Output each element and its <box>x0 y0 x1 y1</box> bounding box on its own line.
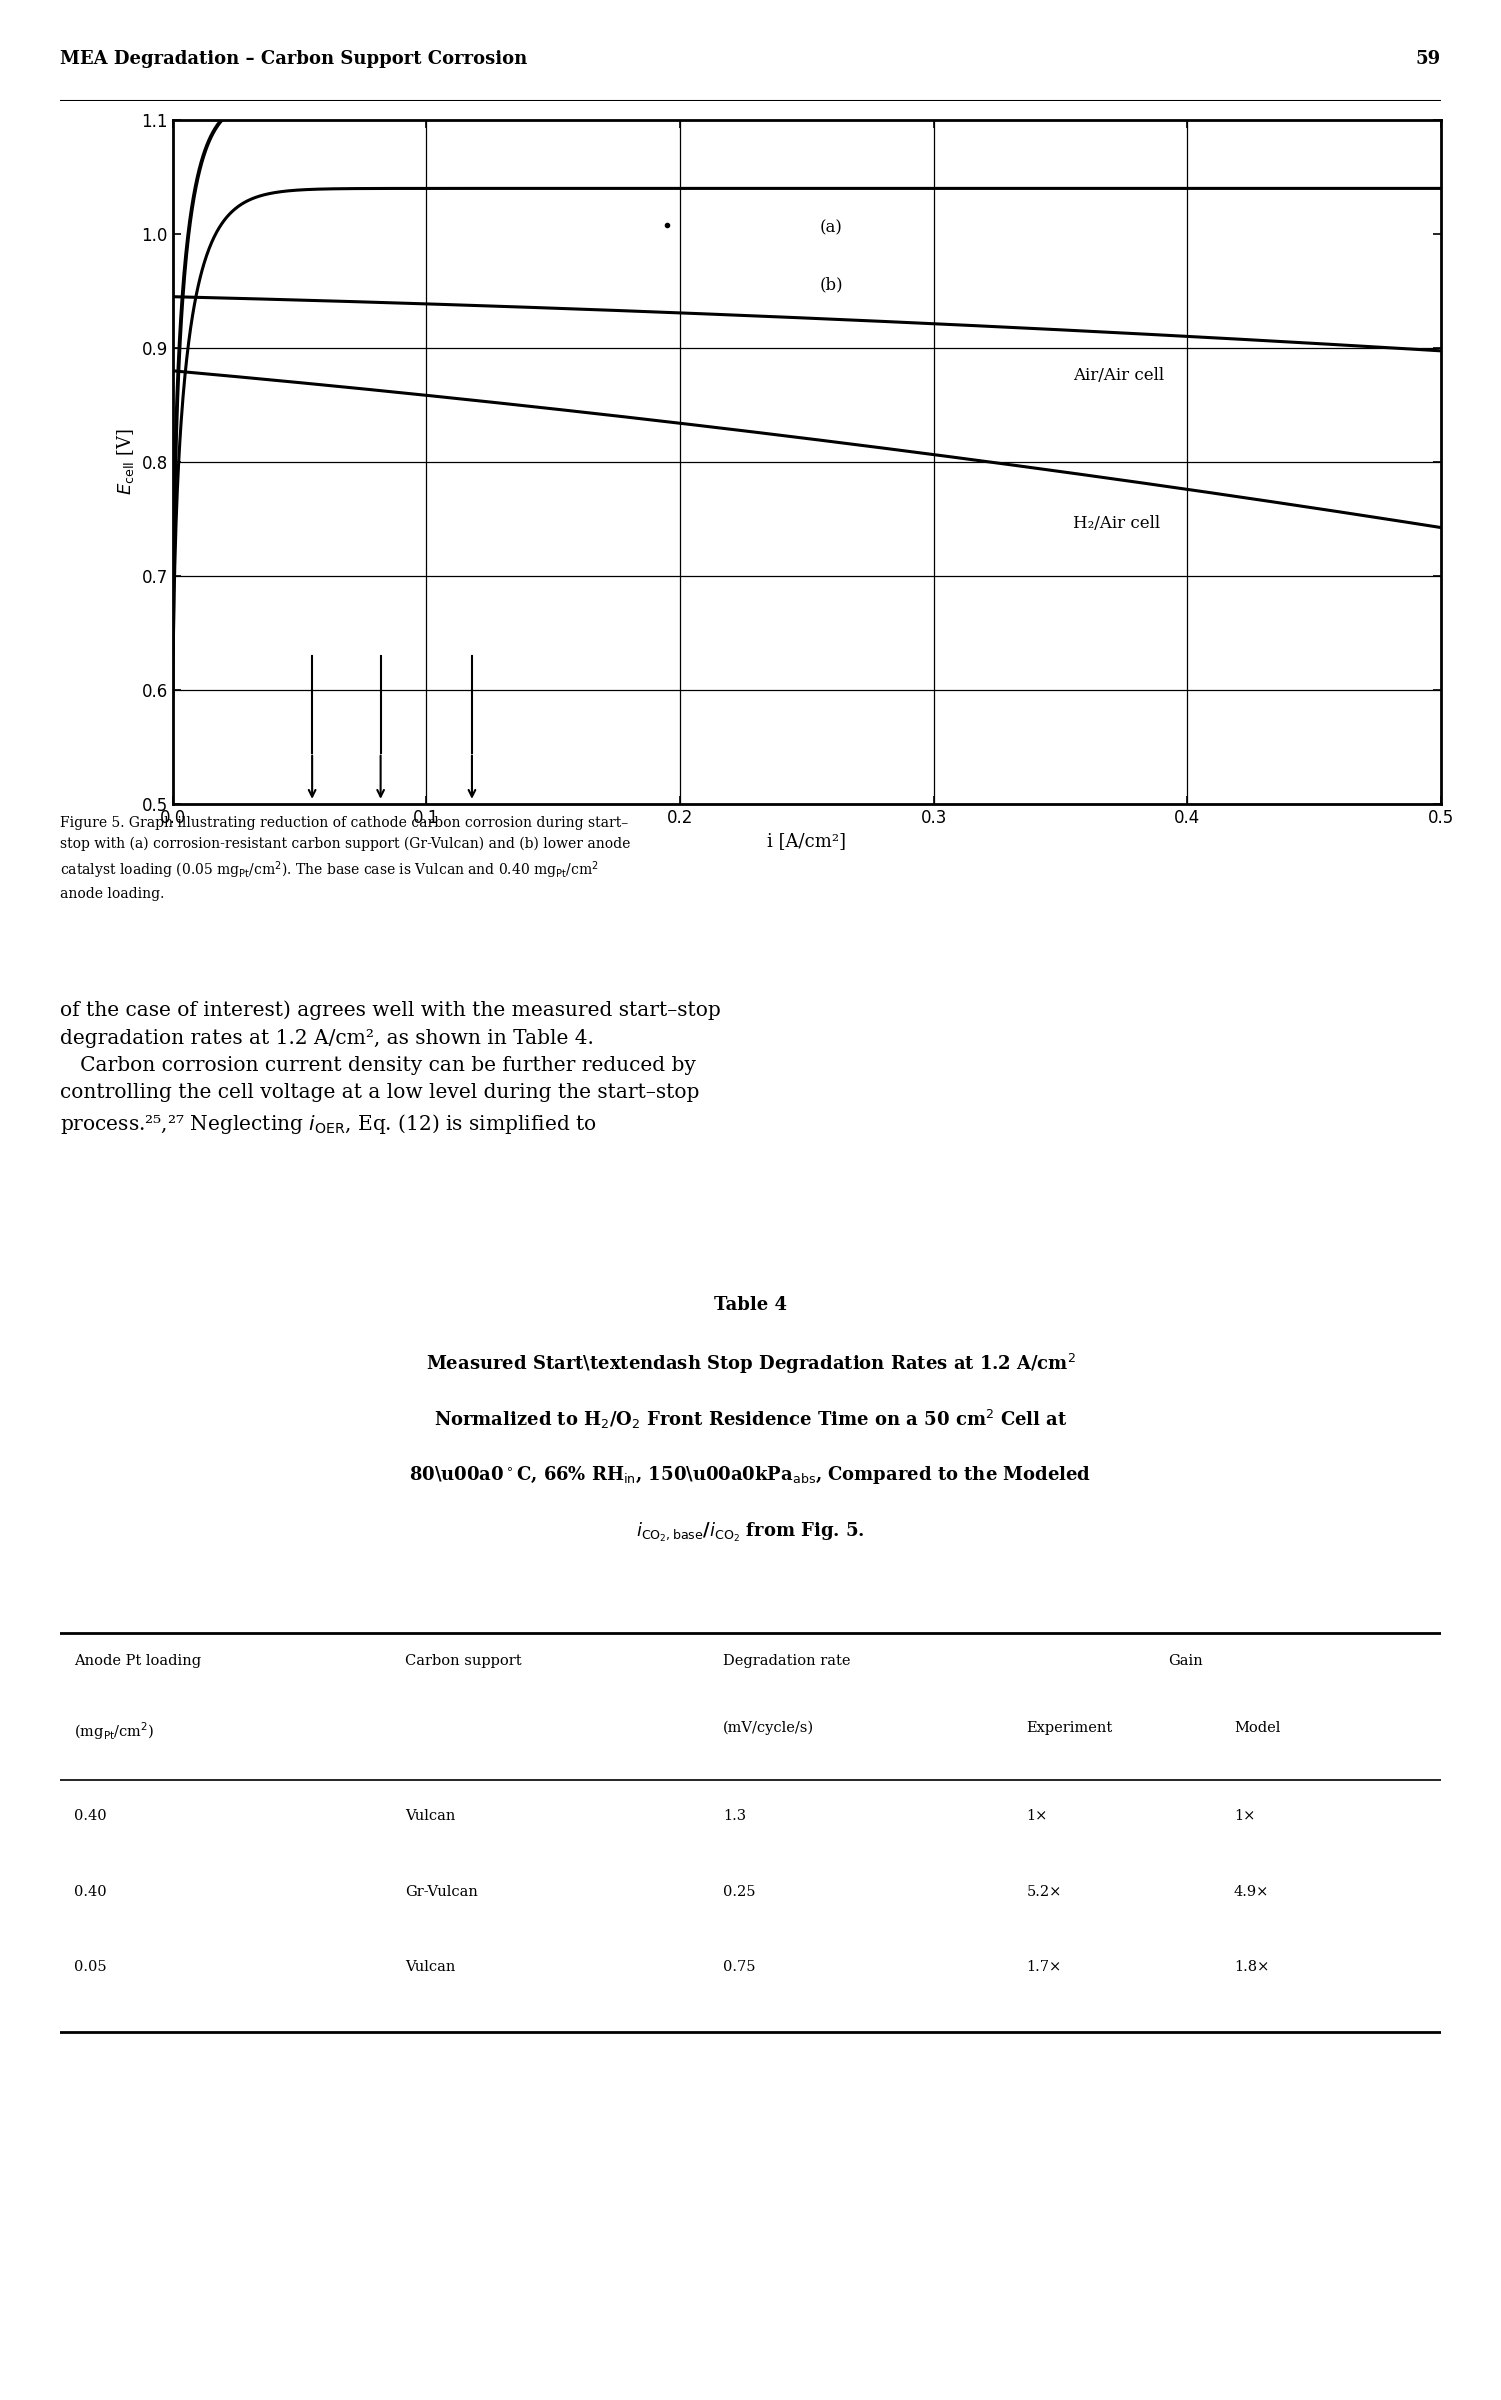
Text: Experiment: Experiment <box>1027 1721 1112 1735</box>
Text: $i_\mathrm{CO_2,base}$/$i_\mathrm{CO_2}$ from Fig. 5.: $i_\mathrm{CO_2,base}$/$i_\mathrm{CO_2}$… <box>636 1522 865 1543</box>
Text: 80\u00a0$^\circ$C, 66% RH$_\mathrm{in}$, 150\u00a0kPa$_\mathrm{abs}$, Compared t: 80\u00a0$^\circ$C, 66% RH$_\mathrm{in}$,… <box>410 1464 1091 1486</box>
Text: Vulcan: Vulcan <box>405 1810 456 1824</box>
Text: (b): (b) <box>820 276 844 293</box>
Text: Normalized to H$_2$/O$_2$ Front Residence Time on a 50 cm$^2$ Cell at: Normalized to H$_2$/O$_2$ Front Residenc… <box>434 1409 1067 1430</box>
Text: 1.8×: 1.8× <box>1234 1961 1270 1975</box>
Text: (mV/cycle/s): (mV/cycle/s) <box>723 1721 814 1735</box>
Text: 4.9×: 4.9× <box>1234 1884 1270 1898</box>
Text: 1×: 1× <box>1234 1810 1255 1824</box>
Text: 1×: 1× <box>1027 1810 1048 1824</box>
Text: (a): (a) <box>820 221 842 238</box>
Text: Carbon support: Carbon support <box>405 1654 522 1668</box>
Text: 59: 59 <box>1415 50 1441 67</box>
Text: Anode Pt loading: Anode Pt loading <box>74 1654 201 1668</box>
Text: Vulcan: Vulcan <box>405 1961 456 1975</box>
Text: 0.05: 0.05 <box>74 1961 107 1975</box>
Text: 0.40: 0.40 <box>74 1884 107 1898</box>
Text: 1.3: 1.3 <box>723 1810 746 1824</box>
Y-axis label: $E_\mathrm{cell}$ [V]: $E_\mathrm{cell}$ [V] <box>114 430 135 494</box>
Text: Model: Model <box>1234 1721 1280 1735</box>
Text: Table 4: Table 4 <box>714 1296 787 1315</box>
Text: 0.75: 0.75 <box>723 1961 755 1975</box>
Text: 5.2×: 5.2× <box>1027 1884 1063 1898</box>
Text: MEA Degradation – Carbon Support Corrosion: MEA Degradation – Carbon Support Corrosi… <box>60 50 527 67</box>
X-axis label: i [A/cm²]: i [A/cm²] <box>767 833 847 850</box>
Text: Degradation rate: Degradation rate <box>723 1654 851 1668</box>
Text: Gr-Vulcan: Gr-Vulcan <box>405 1884 479 1898</box>
Text: Figure 5. Graph illustrating reduction of cathode carbon corrosion during start–: Figure 5. Graph illustrating reduction o… <box>60 816 630 900</box>
Text: of the case of interest) agrees well with the measured start–stop
degradation ra: of the case of interest) agrees well wit… <box>60 1001 720 1135</box>
Text: 0.40: 0.40 <box>74 1810 107 1824</box>
Text: Air/Air cell: Air/Air cell <box>1073 367 1165 384</box>
Text: Gain: Gain <box>1168 1654 1202 1668</box>
Text: (mg$_\mathrm{Pt}$/cm$^2$): (mg$_\mathrm{Pt}$/cm$^2$) <box>74 1721 155 1742</box>
Text: Measured Start\textendash Stop Degradation Rates at 1.2 A/cm$^2$: Measured Start\textendash Stop Degradati… <box>426 1351 1075 1375</box>
Text: 0.25: 0.25 <box>723 1884 755 1898</box>
Text: H₂/Air cell: H₂/Air cell <box>1073 516 1160 533</box>
Text: 1.7×: 1.7× <box>1027 1961 1061 1975</box>
